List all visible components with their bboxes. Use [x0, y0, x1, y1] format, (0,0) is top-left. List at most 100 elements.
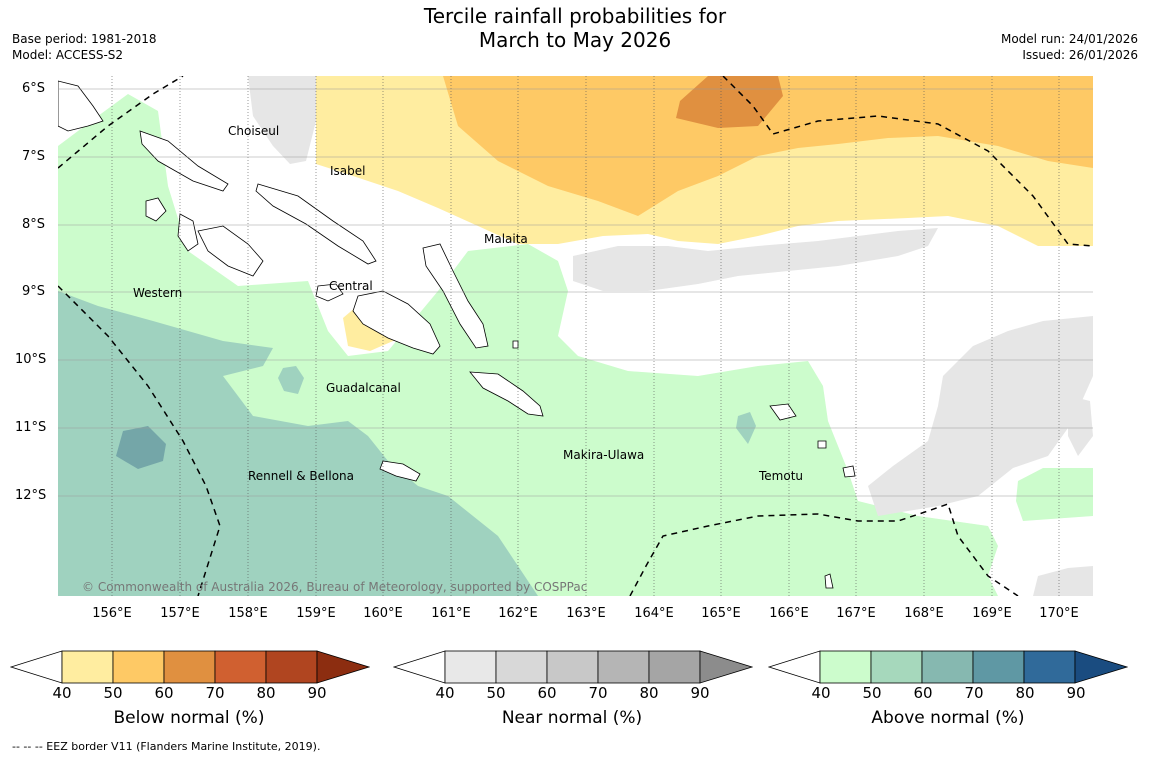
lon-label-156e: 156°E	[92, 606, 132, 621]
region-label-malaita: Malaita	[484, 232, 528, 246]
colorbar-label-below-normal: Below normal (%)	[113, 708, 265, 728]
cb-above-tick-50: 50	[862, 684, 882, 702]
copyright-notice: © Commonwealth of Australia 2026, Bureau…	[82, 580, 588, 594]
above-50-region	[58, 291, 538, 596]
model-name: Model: ACCESS-S2	[12, 48, 124, 62]
island-small-2	[512, 340, 519, 349]
near-normal-region-north	[248, 76, 318, 164]
colorbar-extend-right	[316, 650, 370, 684]
meta-left: Base period: 1981-2018 Model: ACCESS-S2	[12, 31, 157, 63]
lon-label-158e: 158°E	[228, 606, 268, 621]
cb-above-tick-80: 80	[1015, 684, 1035, 702]
lon-label-157e: 157°E	[160, 606, 200, 621]
near-normal-blob-se	[1068, 398, 1093, 456]
lon-label-164e: 164°E	[634, 606, 674, 621]
island-western-small	[145, 197, 167, 222]
lon-label-159e: 159°E	[296, 606, 336, 621]
region-label-temotu: Temotu	[759, 469, 804, 483]
colorbar-segment	[163, 650, 216, 684]
lon-label-161e: 161°E	[431, 606, 471, 621]
colorbar-segment	[870, 650, 923, 684]
below-50-region	[443, 76, 1093, 216]
near-normal-region-east	[573, 228, 938, 291]
issued-date: Issued: 26/01/2026	[1022, 48, 1138, 62]
colorbar-segment	[495, 650, 548, 684]
region-label-rennell-bellona: Rennell & Bellona	[248, 469, 355, 483]
title-line-1: Tercile rainfall probabilities for	[423, 4, 727, 28]
region-label-makira-ulawa: Makira-Ulawa	[563, 448, 645, 462]
lat-label-8s: 8°S	[22, 217, 46, 232]
cb-above-tick-90: 90	[1066, 684, 1086, 702]
colorbar-segment	[648, 650, 701, 684]
cb-below-tick-70: 70	[205, 684, 225, 702]
cb-near-tick-50: 50	[486, 684, 506, 702]
island-new-georgia-1	[177, 213, 199, 252]
lon-label-168e: 168°E	[904, 606, 944, 621]
colorbar-extend-left	[768, 650, 821, 684]
colorbar-label-above-normal: Above normal (%)	[871, 708, 1025, 728]
island-temotu-3	[842, 465, 856, 478]
base-period: Base period: 1981-2018	[12, 32, 157, 46]
cb-below-tick-50: 50	[103, 684, 123, 702]
lon-label-162e: 162°E	[498, 606, 538, 621]
near-normal-region-far-south	[1033, 566, 1093, 596]
island-choiseul	[139, 130, 229, 192]
island-malaita	[422, 243, 489, 349]
colorbar-extend-left	[393, 650, 446, 684]
lon-label-163e: 163°E	[566, 606, 606, 621]
colorbar-segment	[444, 650, 497, 684]
title-line-2: March to May 2026	[478, 28, 672, 52]
island-temotu-1	[769, 403, 797, 421]
colorbar-near-normal	[393, 650, 753, 684]
cb-near-tick-60: 60	[537, 684, 557, 702]
lon-label-166e: 166°E	[769, 606, 809, 621]
lat-label-7s: 7°S	[22, 149, 46, 164]
region-label-guadalcanal: Guadalcanal	[326, 381, 401, 395]
cb-above-tick-60: 60	[913, 684, 933, 702]
cb-below-tick-80: 80	[256, 684, 276, 702]
lat-label-11s: 11°S	[15, 420, 47, 435]
above-60-blob	[116, 426, 166, 469]
island-florida	[315, 283, 344, 302]
colorbar-segment	[61, 650, 114, 684]
meta-right: Model run: 24/01/2026 Issued: 26/01/2026	[1001, 31, 1138, 63]
lon-label-169e: 169°E	[972, 606, 1012, 621]
cb-near-tick-40: 40	[435, 684, 455, 702]
island-makira	[469, 371, 544, 417]
region-label-western: Western	[133, 286, 183, 300]
colorbar-segment	[921, 650, 974, 684]
cb-below-tick-60: 60	[154, 684, 174, 702]
cb-below-tick-90: 90	[307, 684, 327, 702]
lon-label-170e: 170°E	[1039, 606, 1079, 621]
lat-label-6s: 6°S	[22, 81, 46, 96]
cb-near-tick-80: 80	[639, 684, 659, 702]
lon-label-160e: 160°E	[363, 606, 403, 621]
colorbar-extend-right	[699, 650, 753, 684]
cb-near-tick-90: 90	[690, 684, 710, 702]
map-title: Tercile rainfall probabilities for March…	[0, 4, 1150, 52]
island-small-1	[824, 573, 834, 589]
eez-border-north	[722, 76, 1093, 247]
map-canvas	[58, 76, 1093, 596]
eez-border-west	[58, 285, 221, 596]
colorbar-segment	[819, 650, 872, 684]
island-temotu-2	[817, 440, 827, 449]
eez-border-northwest	[58, 76, 184, 169]
above-normal-region-east	[1016, 468, 1093, 521]
cb-above-tick-70: 70	[964, 684, 984, 702]
colorbar-extend-left	[10, 650, 63, 684]
colorbar-below-normal	[10, 650, 370, 684]
colorbar-segment	[546, 650, 599, 684]
colorbar-extend-right	[1074, 650, 1128, 684]
cb-near-tick-70: 70	[588, 684, 608, 702]
model-run: Model run: 24/01/2026	[1000, 32, 1138, 46]
eez-border-south	[629, 503, 1019, 596]
eez-footnote: -- -- -- EEZ border V11 (Flanders Marine…	[12, 740, 321, 753]
island-rennell	[379, 460, 421, 482]
map-grid	[58, 76, 1093, 596]
lon-label-167e: 167°E	[836, 606, 876, 621]
region-label-central: Central	[329, 279, 373, 293]
eez-borders	[58, 76, 1093, 596]
colorbar-label-near-normal: Near normal (%)	[501, 708, 643, 728]
colorbar-segment	[597, 650, 650, 684]
